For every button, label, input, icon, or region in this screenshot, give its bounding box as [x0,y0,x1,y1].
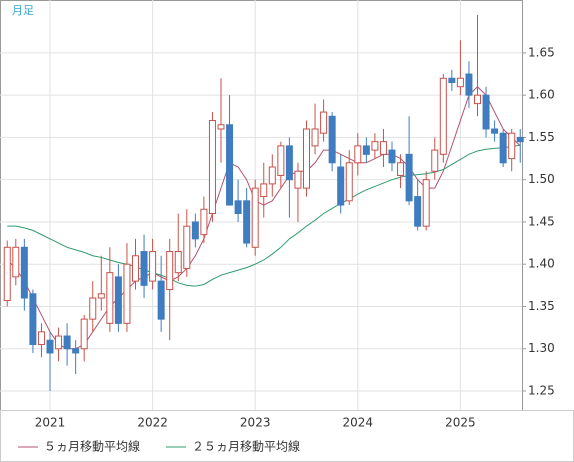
candle-body [320,111,328,134]
candle-body [303,128,310,189]
candle-body [12,246,20,278]
candle-body [508,132,516,160]
candle-body [285,145,293,181]
y-tick-label: 1.40 [528,257,555,271]
candle-body [80,318,88,350]
candle-body [63,335,71,350]
x-tick-label: 2023 [240,416,271,430]
legend-label: ２５ヵ月移動平均線 [192,439,300,454]
y-tick-label: 1.60 [528,88,555,102]
candle-body [516,136,524,143]
candle-body [277,145,285,176]
candle-body [439,77,447,155]
candle-body [311,128,319,147]
y-tick-label: 1.35 [528,299,555,313]
candle-body [106,272,114,324]
candle-body [46,339,54,354]
candle-body [132,255,139,282]
candle-body [183,225,191,269]
candle-body [465,73,473,96]
candle-body [431,149,439,172]
candle-body [482,94,490,130]
candle-body [234,200,242,214]
candle-body [20,246,28,299]
x-tick-label: 2021 [35,416,66,430]
candle-body [294,170,302,189]
candle-body [114,276,122,324]
candle-body [328,115,336,164]
candle-body [174,251,182,274]
candle-body [97,293,105,299]
candle-body [166,251,174,291]
candle-body [354,145,362,164]
candle-body [422,179,430,227]
candle-body [123,263,131,324]
candle-body [157,280,165,320]
candle-body [362,145,370,155]
candle-body [89,297,97,320]
candle-body [72,348,80,354]
candle-body [405,153,413,202]
period-label: 月足 [12,4,34,17]
candle-body [226,124,234,206]
x-tick-label: 2024 [343,416,374,430]
candle-body [397,162,405,176]
candle-body [55,335,63,350]
candle-body [260,183,268,198]
candle-body [448,77,456,83]
candle-body [474,94,481,105]
candle-body [200,208,208,236]
candle-body [337,166,345,206]
candle-body [217,124,225,130]
y-tick-label: 1.65 [528,45,555,59]
y-tick-label: 1.30 [528,341,555,355]
candle-body [414,196,422,227]
candle-body [3,246,11,302]
candle-body [499,132,507,164]
candle-body [371,141,379,151]
candle-body [379,141,387,155]
candle-body [140,251,148,286]
candle-body [37,331,45,345]
candle-body [191,221,199,240]
candle-body [456,77,464,88]
x-tick-label: 2022 [137,416,168,430]
candle-body [29,293,37,345]
y-tick-label: 1.55 [528,130,555,144]
candle-body [268,166,276,185]
candle-body [388,149,396,164]
candle-body [149,251,157,282]
y-tick-label: 1.50 [528,172,555,186]
candle-body [243,200,251,244]
candle-body [208,120,216,214]
legend-label: ５ヵ月移動平均線 [44,439,140,454]
candle-body [345,162,353,202]
candle-body [251,187,259,248]
x-tick-label: 2025 [445,416,476,430]
y-tick-label: 1.25 [528,383,555,397]
candle-body [491,128,499,134]
legend-box [0,410,574,462]
y-tick-label: 1.45 [528,214,555,228]
